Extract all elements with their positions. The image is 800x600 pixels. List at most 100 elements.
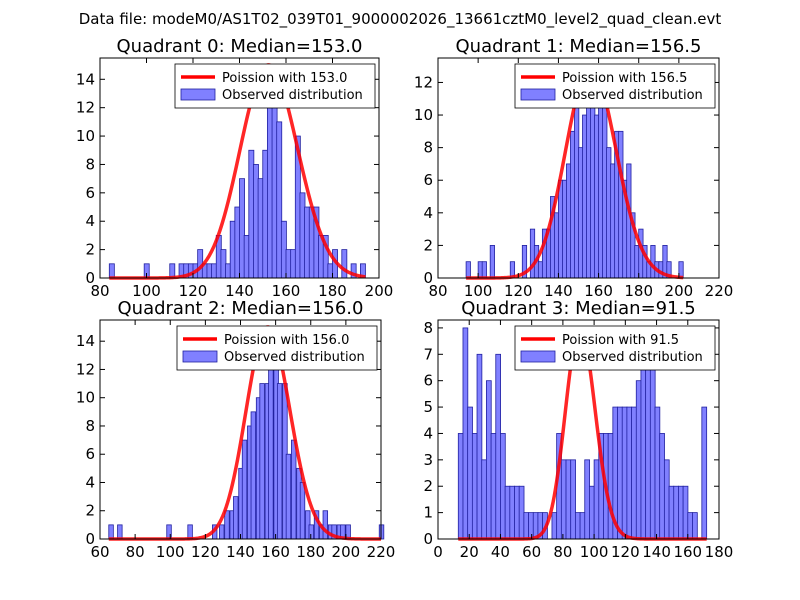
legend-bar-swatch <box>180 88 216 101</box>
histogram-bar <box>219 524 225 540</box>
x-tick-label: 80 <box>428 282 447 300</box>
y-tick-label: 4 <box>423 204 433 222</box>
y-tick-label: 10 <box>76 127 95 145</box>
x-tick-label: 140 <box>642 543 671 561</box>
x-tick-label: 100 <box>156 543 185 561</box>
histogram-bar <box>692 512 698 540</box>
histogram-bar <box>476 353 483 540</box>
histogram-bar <box>649 353 656 540</box>
histogram-bar <box>626 406 633 540</box>
panel-quadrant-0: Quadrant 0: Median=153.080 100 120 140 160 18… <box>76 36 393 300</box>
histogram-bar <box>574 512 581 540</box>
histogram-bar <box>322 510 329 540</box>
histogram-bar <box>631 406 637 540</box>
y-tick-label: 8 <box>423 139 433 157</box>
figure-title: Data file: modeM0/AS1T02_039T01_90000020… <box>79 10 722 29</box>
y-tick-label: 4 <box>85 473 95 491</box>
x-tick-label: 120 <box>191 543 220 561</box>
y-tick-label: 12 <box>76 99 95 117</box>
axes-frame <box>437 319 720 540</box>
histogram-bar <box>673 485 679 540</box>
y-tick-label: 2 <box>423 477 433 495</box>
x-tick-label: 180 <box>624 282 653 300</box>
panel-title: Quadrant 3: Median=91.5 <box>461 298 696 319</box>
histogram-bar <box>259 383 265 540</box>
histogram-bar <box>308 524 314 540</box>
x-tick-label: 100 <box>464 282 493 300</box>
y-tick-label: 0 <box>85 530 95 548</box>
axes-frame <box>437 57 720 279</box>
x-tick-label: 160 <box>673 543 702 561</box>
histogram-bar <box>678 261 684 279</box>
histogram-bar <box>593 459 600 540</box>
y-tick-label: 8 <box>85 155 95 173</box>
legend-bar-label: Observed distribution <box>562 88 703 103</box>
y-tick-label: 12 <box>76 360 95 378</box>
histogram-bar <box>224 510 230 540</box>
y-tick-label: 0 <box>85 269 95 287</box>
legend-curve-label: Poission with 156.0 <box>224 333 349 348</box>
histogram-bar <box>668 485 675 540</box>
x-tick-label: 40 <box>491 543 510 561</box>
y-tick-label: 14 <box>76 70 95 88</box>
x-tick-label: 80 <box>90 282 109 300</box>
y-tick-label: 0 <box>423 269 433 287</box>
y-tick-label: 12 <box>414 73 433 91</box>
histogram-bar <box>117 524 123 540</box>
legend-curve-label: Poission with 156.5 <box>562 71 687 86</box>
x-tick-label: 160 <box>272 282 301 300</box>
histogram-bar <box>645 353 651 540</box>
y-tick-label: 3 <box>423 451 433 469</box>
histogram-bar <box>489 245 495 279</box>
x-tick-label: 180 <box>705 543 734 561</box>
panel-quadrant-3: Quadrant 3: Median=91.50 20 40 60 80 100 120 14… <box>423 298 733 561</box>
y-tick-label: 4 <box>423 424 433 442</box>
legend-bar-swatch <box>182 350 218 363</box>
y-tick-label: 0 <box>423 530 433 548</box>
x-tick-label: 100 <box>132 282 161 300</box>
legend: Poission with 156.5 Observed distribution <box>514 63 716 109</box>
histogram-bar <box>500 433 506 540</box>
histogram-bar <box>659 433 665 540</box>
x-tick-label: 120 <box>179 282 208 300</box>
histogram-bar <box>465 261 471 279</box>
histogram-bar <box>570 459 576 540</box>
histogram-bar <box>378 524 385 540</box>
legend-box <box>174 63 376 109</box>
histogram-bar <box>457 433 464 540</box>
y-tick-label: 4 <box>85 212 95 230</box>
x-tick-label: 200 <box>365 282 394 300</box>
x-tick-label: 80 <box>553 543 572 561</box>
histogram-bar <box>565 459 572 540</box>
histogram-bar <box>291 439 297 540</box>
histogram-bar <box>635 380 642 540</box>
y-tick-label: 8 <box>85 417 95 435</box>
histogram-bar <box>621 406 628 540</box>
histogram-bar <box>682 485 689 540</box>
x-tick-label: 100 <box>580 543 609 561</box>
y-tick-label: 6 <box>423 372 433 390</box>
y-tick-label: 2 <box>85 241 95 259</box>
x-tick-label: 220 <box>705 282 734 300</box>
y-tick-label: 2 <box>85 502 95 520</box>
histogram-bar <box>285 453 292 540</box>
legend-box <box>514 325 716 371</box>
histogram-bar <box>663 459 670 540</box>
histogram-bar <box>504 485 511 540</box>
y-tick-label: 1 <box>423 504 433 522</box>
y-tick-label: 6 <box>85 184 95 202</box>
histogram-bar <box>481 459 487 540</box>
histogram-bar <box>187 524 193 540</box>
histogram-bar <box>485 380 492 540</box>
histogram-bar <box>523 512 530 540</box>
histogram-bar <box>640 353 647 540</box>
y-tick-label: 10 <box>76 389 95 407</box>
panel-title: Quadrant 2: Median=156.0 <box>118 298 364 319</box>
x-tick-label: 0 <box>433 543 443 561</box>
legend-bar-label: Observed distribution <box>224 350 365 365</box>
histogram-bar <box>654 406 661 540</box>
x-tick-label: 140 <box>225 282 254 300</box>
histogram-bar <box>495 353 502 540</box>
panel-quadrant-2: Quadrant 2: Median=156.060 80 100 120 140 160… <box>76 298 395 561</box>
